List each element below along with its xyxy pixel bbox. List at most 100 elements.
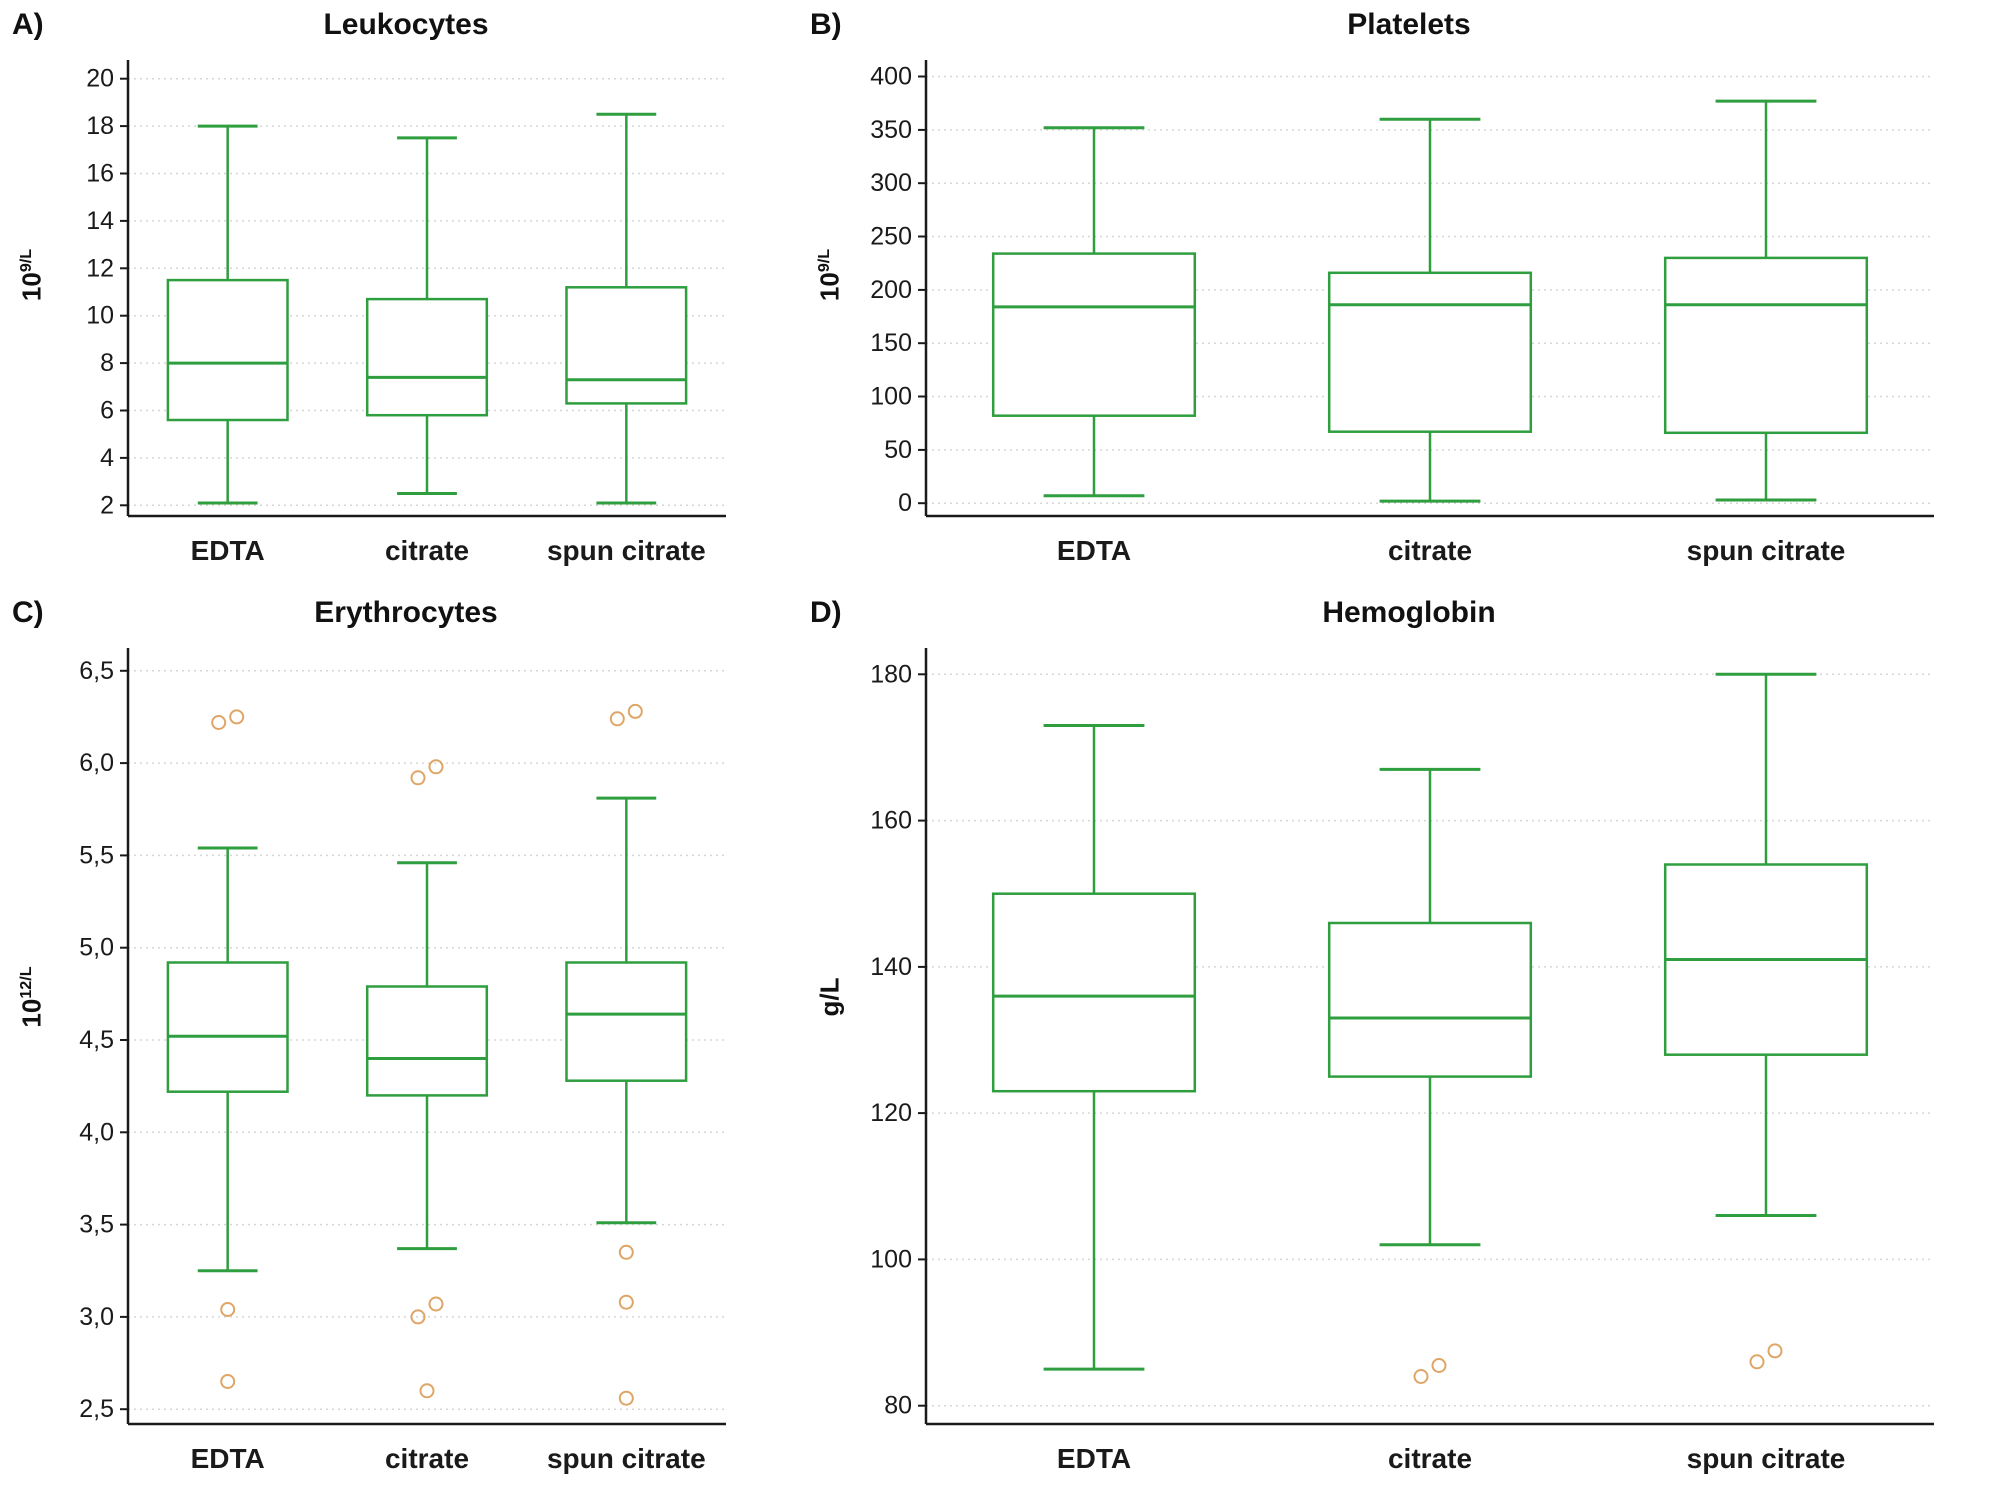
tick-label: 2 (100, 491, 114, 519)
outlier-point (220, 1302, 236, 1317)
tick-label: 5,0 (79, 934, 114, 962)
boxplot-hemoglobin: 80 100 120 140 160 180 EDTA citrate spun citrate (870, 648, 1934, 1474)
tick-label: 6,0 (79, 749, 114, 777)
tick-label: 250 (870, 223, 912, 251)
tick-label: 2,5 (79, 1395, 114, 1423)
panel-b-title: Platelets (1347, 8, 1471, 41)
box (991, 252, 1197, 417)
category-label: citrate (1388, 535, 1472, 566)
outlier-point (211, 715, 227, 730)
outlier-point (618, 1244, 634, 1260)
panel-b-ylabel-col: 109/L (806, 52, 854, 582)
outlier-point (428, 759, 444, 775)
outlier-point (419, 1383, 435, 1399)
outlier-point (1413, 1369, 1429, 1384)
panel-d-label: D) (810, 596, 842, 629)
tick-label: 50 (884, 436, 912, 464)
tick-label: 18 (86, 112, 114, 140)
panel-c-body: 1012/L 2,5 3,0 3,5 4,0 4,5 5,0 5,5 6,0 6,5 EDTA ci… (8, 640, 790, 1490)
tick-label: 120 (870, 1099, 912, 1127)
tick-label: 14 (86, 207, 114, 235)
panel-c-ylabel-col: 1012/L (8, 640, 56, 1490)
tick-label: 4 (100, 444, 114, 472)
y-axis-label-hemoglobin: g/L (814, 977, 845, 1017)
category-label: citrate (385, 1443, 469, 1474)
outlier-point (220, 1374, 236, 1389)
tick-label: 10 (86, 302, 114, 330)
tick-label: 16 (86, 160, 114, 188)
box (1327, 271, 1533, 433)
box (991, 892, 1197, 1093)
tick-label: 0 (898, 489, 912, 517)
panel-platelets: B) Platelets 109/L 0 50 100 150 200 250 300 350… (790, 0, 2001, 588)
category-label: spun citrate (547, 1443, 706, 1474)
outlier-point (627, 703, 643, 719)
boxplot-erythrocytes: 2,5 3,0 3,5 4,0 4,5 5,0 5,5 6,0 6,5 EDTA citrate sp… (79, 648, 726, 1474)
category-label: citrate (1388, 1443, 1472, 1474)
tick-label: 200 (870, 276, 912, 304)
tick-label: 6,5 (79, 657, 114, 685)
tick-label: 3,5 (79, 1211, 114, 1239)
tick-label: 300 (870, 169, 912, 197)
panel-a-ylabel-col: 109/L (8, 52, 56, 582)
panel-b-body: 109/L 0 50 100 150 200 250 300 350 400 EDTA citrat… (806, 52, 2001, 582)
box (365, 985, 489, 1097)
panel-d-header: D) Hemoglobin (806, 594, 2001, 640)
outlier-point (618, 1294, 634, 1310)
category-label: citrate (385, 535, 469, 566)
outlier-point (410, 770, 426, 786)
box (565, 961, 688, 1082)
box (365, 297, 489, 417)
tick-label: 160 (870, 807, 912, 835)
box (166, 961, 289, 1093)
panel-c-label: C) (12, 596, 44, 629)
category-label: EDTA (1057, 1443, 1131, 1474)
outlier-point (618, 1390, 634, 1406)
tick-label: 8 (100, 349, 114, 377)
panel-a-header: A) Leukocytes (8, 6, 790, 52)
tick-label: 150 (870, 329, 912, 357)
category-label: spun citrate (547, 535, 706, 566)
y-axis-label-platelets: 109/L (814, 248, 845, 301)
outlier-point (229, 709, 245, 725)
panel-hemoglobin: D) Hemoglobin g/L 80 100 120 140 160 180 EDTA c… (790, 588, 2001, 1499)
panel-d-ylabel-col: g/L (806, 640, 854, 1490)
tick-label: 20 (86, 65, 114, 93)
panel-leukocytes: A) Leukocytes 109/L 2 4 6 8 10 12 14 16 18 20 EDTA… (0, 0, 790, 588)
panel-a-label: A) (12, 8, 44, 41)
category-label: EDTA (191, 1443, 265, 1474)
panel-erythrocytes: C) Erythrocytes 1012/L 2,5 3,0 3,5 4,0 4,5 5,… (0, 588, 790, 1499)
box (1327, 921, 1533, 1078)
outlier-point (428, 1296, 444, 1312)
panel-b-label: B) (810, 8, 842, 41)
panel-c-header: C) Erythrocytes (8, 594, 790, 640)
tick-label: 140 (870, 953, 912, 981)
panel-c-title: Erythrocytes (314, 596, 498, 629)
category-label: spun citrate (1687, 535, 1846, 566)
y-axis-label-erythrocytes: 1012/L (16, 966, 47, 1028)
tick-label: 350 (870, 116, 912, 144)
outlier-point (1431, 1358, 1447, 1373)
outlier-point (609, 711, 625, 727)
panel-d-body: g/L 80 100 120 140 160 180 EDTA citrate spun cit… (806, 640, 2001, 1490)
tick-label: 12 (86, 254, 114, 282)
tick-label: 3,0 (79, 1303, 114, 1331)
category-label: spun citrate (1687, 1443, 1846, 1474)
outlier-point (1767, 1343, 1783, 1359)
box (565, 286, 688, 405)
panel-a-title: Leukocytes (323, 8, 489, 41)
outlier-point (410, 1309, 426, 1325)
tick-label: 80 (884, 1392, 912, 1420)
panel-b-header: B) Platelets (806, 6, 2001, 52)
box (166, 278, 289, 422)
box (1663, 256, 1869, 435)
boxplot-platelets: 0 50 100 150 200 250 300 350 400 EDTA citrate spun … (870, 60, 1934, 566)
category-label: EDTA (1057, 535, 1131, 566)
tick-label: 400 (870, 63, 912, 91)
tick-label: 4,0 (79, 1118, 114, 1146)
tick-label: 180 (870, 660, 912, 688)
panel-d-title: Hemoglobin (1322, 596, 1496, 629)
tick-label: 100 (870, 1245, 912, 1273)
outlier-point (1749, 1354, 1765, 1370)
